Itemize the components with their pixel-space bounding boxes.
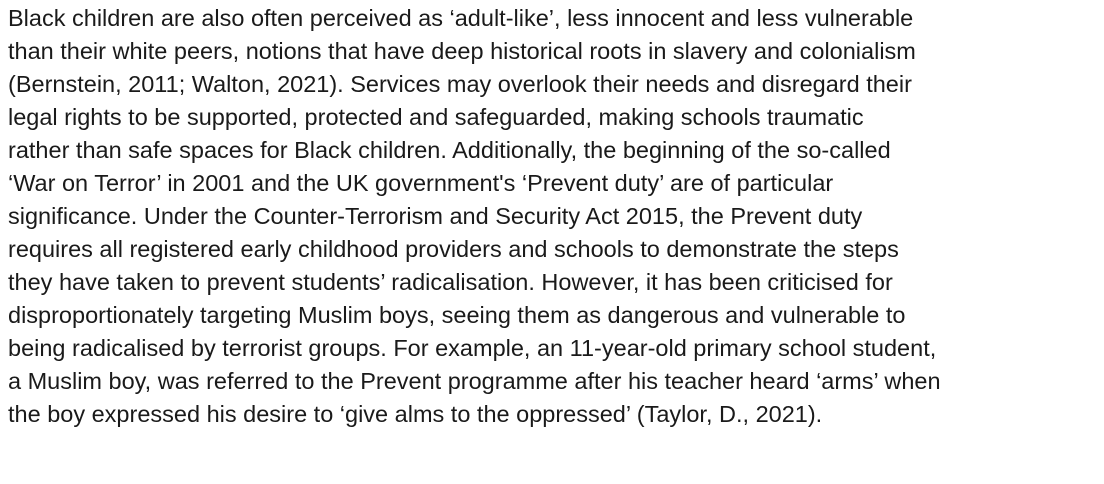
text-line: legal rights to be supported, protected … <box>8 104 864 130</box>
text-line: they have taken to prevent students’ rad… <box>8 269 893 295</box>
text-line: disproportionately targeting Muslim boys… <box>8 302 906 328</box>
text-line: than their white peers, notions that hav… <box>8 38 916 64</box>
text-line: significance. Under the Counter-Terroris… <box>8 203 863 229</box>
text-line: being radicalised by terrorist groups. F… <box>8 335 937 361</box>
text-line: a Muslim boy, was referred to the Preven… <box>8 368 941 394</box>
text-line: requires all registered early childhood … <box>8 236 899 262</box>
text-line: (Bernstein, 2011; Walton, 2021). Service… <box>8 71 912 97</box>
paragraph: Black children are also often perceived … <box>8 2 1104 431</box>
text-line: rather than safe spaces for Black childr… <box>8 137 891 163</box>
text-line: Black children are also often perceived … <box>8 5 914 31</box>
text-line: the boy expressed his desire to ‘give al… <box>8 401 823 427</box>
text-line: ‘War on Terror’ in 2001 and the UK gover… <box>8 170 834 196</box>
